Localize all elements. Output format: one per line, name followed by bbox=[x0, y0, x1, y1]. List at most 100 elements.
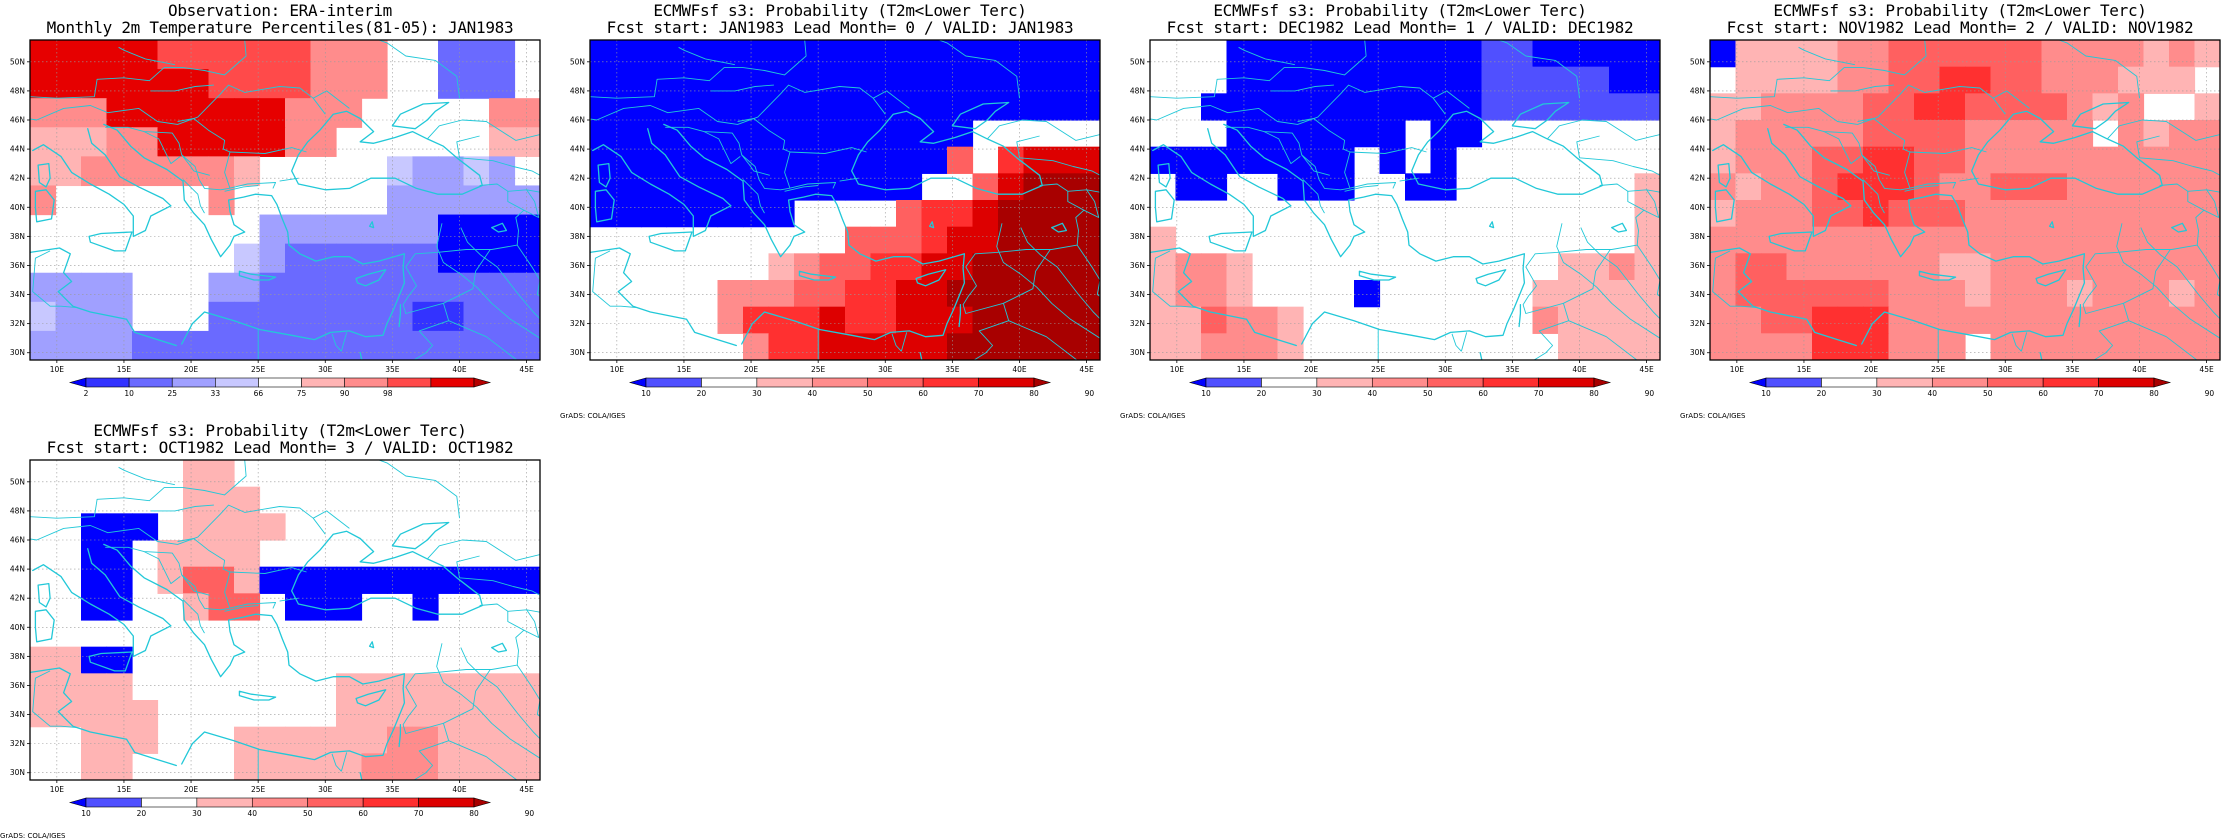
panel-title-line1: ECMWFsf s3: Probability (T2m<Lower Terc) bbox=[1213, 1, 1587, 20]
grid-cell bbox=[1379, 40, 1406, 68]
grid-cell bbox=[2118, 173, 2145, 201]
grid-cell bbox=[1481, 66, 1508, 94]
grid-cell bbox=[794, 306, 821, 334]
grid-cell bbox=[1175, 146, 1202, 174]
grid-cell bbox=[1939, 146, 1966, 174]
grid-cell bbox=[336, 301, 363, 332]
grid-cell bbox=[1430, 120, 1457, 148]
grid-cell bbox=[666, 173, 693, 201]
grid-cell bbox=[234, 40, 261, 70]
grid-cell bbox=[896, 333, 923, 360]
grid-cell bbox=[2067, 146, 2094, 174]
grid-cell bbox=[489, 156, 516, 187]
lon-tick-label: 20E bbox=[1864, 365, 1879, 374]
grid-cell bbox=[921, 66, 948, 94]
grid-cell bbox=[1634, 200, 1660, 228]
grid-cell bbox=[794, 333, 821, 360]
grid-cell bbox=[310, 753, 337, 780]
grid-cell bbox=[2016, 306, 2043, 334]
grid-cell bbox=[1888, 93, 1915, 121]
grid-cell bbox=[615, 120, 642, 148]
grid-cell bbox=[132, 69, 159, 99]
lat-tick-label: 42N bbox=[10, 174, 25, 183]
grid-cell bbox=[463, 40, 490, 70]
lon-tick-label: 35E bbox=[945, 365, 960, 374]
colorbar-label: 10 bbox=[1761, 389, 1771, 398]
lat-tick-label: 36N bbox=[1690, 261, 1705, 270]
panel-title-line1: ECMWFsf s3: Probability (T2m<Lower Terc) bbox=[93, 421, 467, 440]
grid-cell bbox=[921, 200, 948, 228]
grid-cell bbox=[208, 40, 235, 70]
lat-tick-label: 42N bbox=[1130, 174, 1145, 183]
grid-cell bbox=[1430, 146, 1457, 174]
grid-cell bbox=[2169, 120, 2196, 148]
grid-cell bbox=[106, 726, 133, 754]
lat-tick-label: 50N bbox=[570, 57, 585, 66]
grid-cell bbox=[947, 120, 974, 148]
grid-cell bbox=[1990, 333, 2017, 360]
grid-cell bbox=[1786, 306, 1813, 334]
grid-cell bbox=[1354, 120, 1381, 148]
grid-cell bbox=[336, 330, 363, 360]
grid-cell bbox=[1914, 333, 1941, 360]
grid-cell bbox=[463, 673, 490, 701]
grid-cell bbox=[81, 330, 108, 360]
grid-cell bbox=[412, 700, 439, 728]
grid-cell bbox=[208, 460, 235, 488]
grid-cell bbox=[1990, 66, 2017, 94]
grid-cell bbox=[285, 726, 312, 754]
lat-tick-label: 44N bbox=[570, 145, 585, 154]
grid-cell bbox=[1430, 66, 1457, 94]
grid-cell bbox=[1914, 93, 1941, 121]
grid-cell bbox=[1990, 253, 2017, 281]
panel-title-line2: Fcst start: DEC1982 Lead Month= 1 / VALI… bbox=[1166, 18, 1634, 37]
grid-cell bbox=[2067, 93, 2094, 121]
grid-cell bbox=[1049, 333, 1076, 360]
grid-cell bbox=[2169, 200, 2196, 228]
lat-tick-label: 42N bbox=[1690, 174, 1705, 183]
grid-cell bbox=[1023, 40, 1050, 68]
grid-cell bbox=[157, 566, 184, 594]
lon-tick-label: 45E bbox=[2199, 365, 2214, 374]
grid-cell bbox=[208, 69, 235, 99]
grid-cell bbox=[514, 301, 540, 332]
grid-cell bbox=[768, 306, 795, 334]
grid-cell bbox=[208, 540, 235, 568]
lat-tick-label: 38N bbox=[10, 232, 25, 241]
grid-cell bbox=[1761, 280, 1788, 308]
grid-cell bbox=[361, 301, 388, 332]
grid-cell bbox=[1583, 306, 1610, 334]
grid-cell bbox=[234, 540, 261, 568]
grid-cell bbox=[361, 700, 388, 728]
grid-cell bbox=[1735, 173, 1762, 201]
grid-cell bbox=[106, 330, 133, 360]
grid-cell bbox=[845, 173, 872, 201]
grid-cell bbox=[30, 330, 57, 360]
grid-cell bbox=[1609, 93, 1636, 121]
lat-tick-label: 46N bbox=[1690, 116, 1705, 125]
grid-cell bbox=[157, 98, 184, 128]
grid-cell bbox=[2118, 333, 2145, 360]
colorbar-label: 70 bbox=[2094, 389, 2104, 398]
grid-cell bbox=[896, 253, 923, 281]
grid-cell bbox=[2041, 40, 2068, 68]
lat-tick-label: 36N bbox=[10, 681, 25, 690]
grid-cell bbox=[717, 66, 744, 94]
grid-cell bbox=[2169, 40, 2196, 68]
grid-cell bbox=[972, 280, 999, 308]
grid-cell bbox=[1023, 306, 1050, 334]
grid-cell bbox=[259, 726, 286, 754]
grid-cell bbox=[1710, 146, 1737, 174]
grid-cell bbox=[1074, 253, 1100, 281]
lon-tick-label: 35E bbox=[385, 785, 400, 794]
colorbar-label: 10 bbox=[1201, 389, 1211, 398]
grid-cell bbox=[743, 333, 770, 360]
grid-cell bbox=[412, 301, 439, 332]
grid-cell bbox=[489, 69, 516, 99]
grid-cell bbox=[489, 566, 516, 594]
grid-cell bbox=[1914, 66, 1941, 94]
colorbar-label: 70 bbox=[1534, 389, 1544, 398]
lat-tick-label: 50N bbox=[10, 57, 25, 66]
grid-cell bbox=[387, 243, 414, 274]
grid-cell bbox=[2118, 306, 2145, 334]
